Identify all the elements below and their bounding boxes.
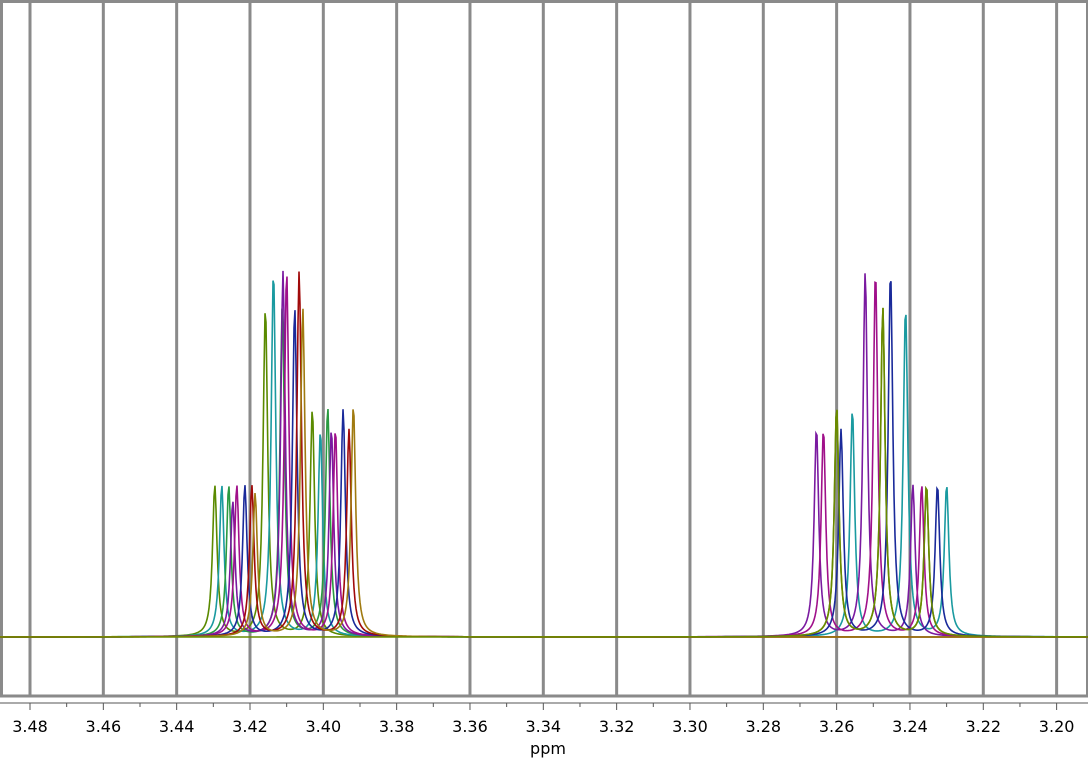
tick-label: 3.46 — [86, 717, 122, 736]
x-axis-ticks: 3.48 3.46 3.44 3.42 3.40 3.38 3.36 3.34 3.32 3.30… — [12, 703, 1074, 736]
tick-label: 3.22 — [965, 717, 1001, 736]
tick-label: 3.30 — [672, 717, 708, 736]
spectra-traces — [0, 270, 1088, 638]
tick-label: 3.20 — [1039, 717, 1075, 736]
tick-label: 3.24 — [892, 717, 928, 736]
tick-label: 3.34 — [525, 717, 561, 736]
vertical-gridlines — [28, 0, 1059, 696]
spectrum-trace — [0, 307, 1088, 638]
tick-label: 3.42 — [232, 717, 268, 736]
tick-label: 3.32 — [599, 717, 635, 736]
tick-label: 3.36 — [452, 717, 488, 736]
tick-label: 3.26 — [819, 717, 855, 736]
tick-label: 3.38 — [379, 717, 415, 736]
x-axis-title: ppm — [530, 739, 566, 758]
tick-label: 3.48 — [12, 717, 48, 736]
tick-label: 3.28 — [745, 717, 781, 736]
tick-label: 3.40 — [306, 717, 342, 736]
tick-label: 3.44 — [159, 717, 195, 736]
